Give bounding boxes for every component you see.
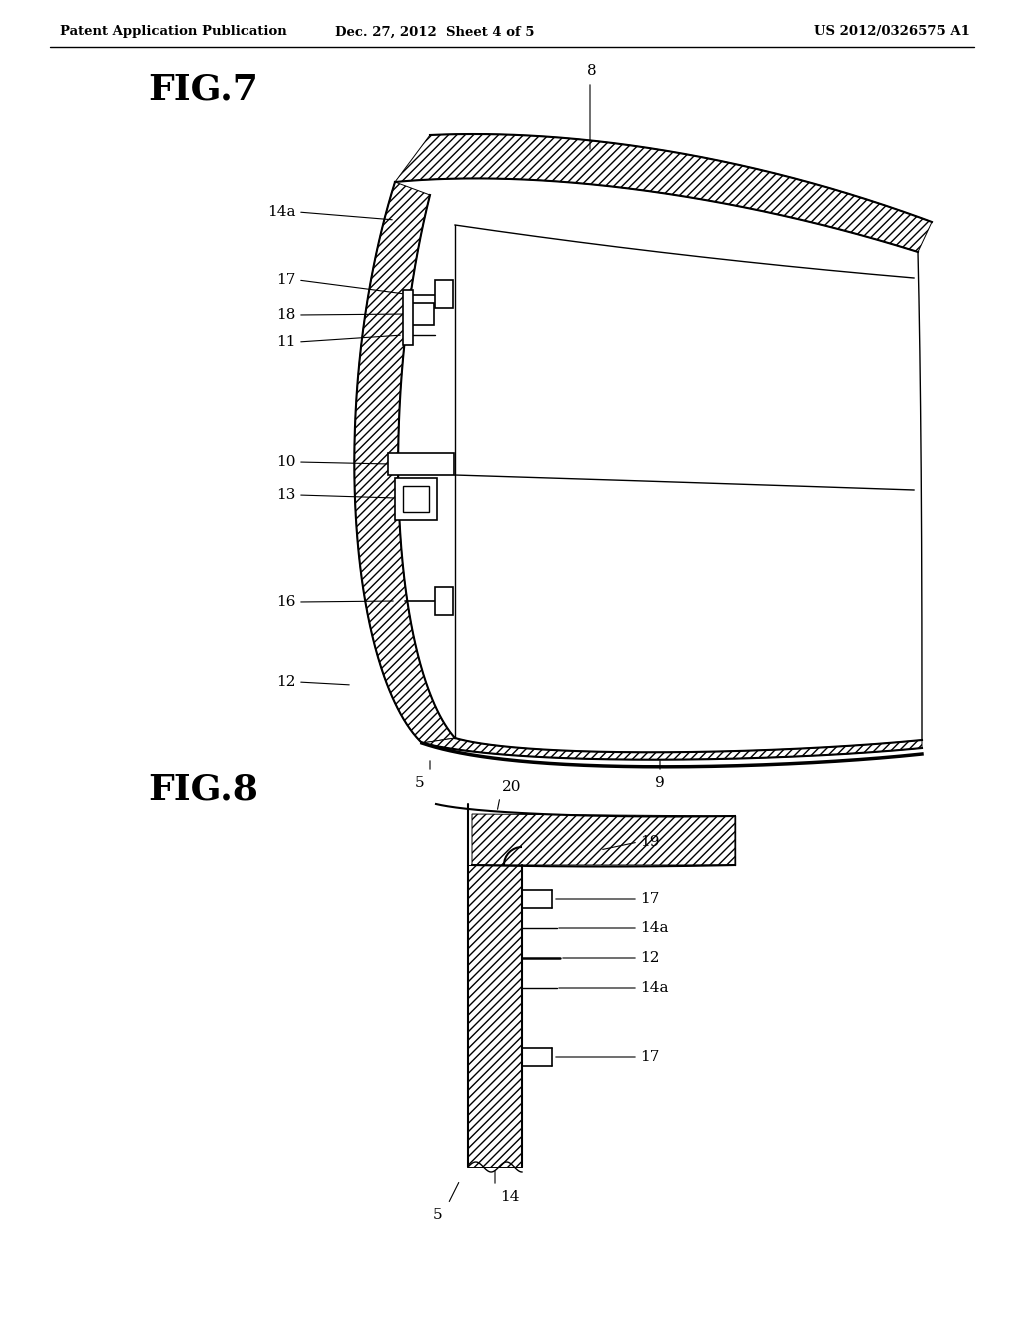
Text: 14: 14 [501, 1191, 520, 1204]
Text: 17: 17 [640, 892, 659, 906]
Polygon shape [422, 738, 922, 760]
Bar [388, 453, 454, 475]
Bar [435, 280, 453, 308]
Text: Dec. 27, 2012  Sheet 4 of 5: Dec. 27, 2012 Sheet 4 of 5 [335, 25, 535, 38]
Text: Patent Application Publication: Patent Application Publication [60, 25, 287, 38]
Text: 17: 17 [276, 273, 296, 286]
Text: 14a: 14a [640, 921, 669, 935]
Text: 9: 9 [655, 776, 665, 789]
Text: 10: 10 [276, 455, 296, 469]
Polygon shape [468, 865, 522, 1167]
Bar [395, 478, 437, 520]
Bar [403, 290, 413, 345]
Text: 5: 5 [415, 776, 425, 789]
Text: 8: 8 [587, 63, 597, 78]
Text: 16: 16 [276, 595, 296, 609]
Polygon shape [395, 135, 932, 252]
Text: 18: 18 [276, 308, 296, 322]
Bar [403, 486, 429, 512]
Text: 14a: 14a [267, 205, 296, 219]
Text: 12: 12 [640, 950, 659, 965]
Text: US 2012/0326575 A1: US 2012/0326575 A1 [814, 25, 970, 38]
Polygon shape [354, 182, 455, 743]
Text: 20: 20 [502, 780, 522, 795]
Bar [435, 587, 453, 615]
Polygon shape [472, 814, 735, 865]
Text: 17: 17 [640, 1049, 659, 1064]
Text: 12: 12 [276, 675, 296, 689]
Text: 14a: 14a [640, 981, 669, 995]
Text: 5: 5 [433, 1208, 442, 1222]
Text: 11: 11 [276, 335, 296, 348]
Bar [408, 304, 434, 325]
Text: FIG.8: FIG.8 [148, 774, 258, 807]
Text: 19: 19 [640, 836, 659, 849]
Text: 13: 13 [276, 488, 296, 502]
Text: FIG.7: FIG.7 [148, 73, 258, 107]
